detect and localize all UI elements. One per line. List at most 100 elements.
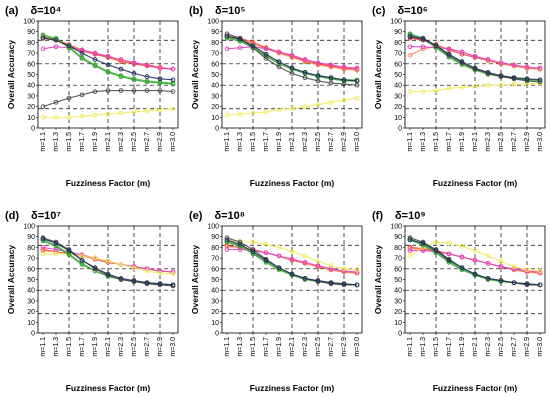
data-point	[53, 44, 59, 50]
data-point	[40, 236, 46, 242]
series-line	[43, 108, 174, 118]
data-point	[328, 99, 334, 105]
series-3	[407, 80, 543, 94]
series-line	[42, 90, 174, 108]
data-point	[224, 247, 230, 252]
panel-tag: (c)	[372, 5, 386, 17]
x-axis-title: Fuzziness Factor (m)	[250, 178, 335, 188]
y-tick-label: 60	[394, 266, 402, 273]
data-point	[485, 70, 491, 75]
x-tick-label: m=1.3	[53, 132, 60, 152]
x-tick-label: m=2.7	[511, 132, 518, 152]
y-tick-label: 90	[394, 234, 402, 241]
x-tick-label: m=1.3	[237, 132, 244, 152]
data-point	[328, 62, 334, 68]
data-point	[157, 107, 163, 113]
x-tick-label: m=2.1	[289, 337, 296, 357]
series-line	[409, 241, 541, 272]
y-tick-label: 30	[27, 298, 35, 305]
data-point	[79, 47, 85, 53]
x-tick-label: m=1.7	[79, 132, 86, 152]
y-tick-label: 90	[211, 29, 219, 36]
data-point	[131, 71, 137, 76]
data-point	[118, 276, 124, 281]
series-line	[410, 82, 541, 93]
panel-title: (b) δ=10⁵	[189, 5, 246, 17]
data-point	[485, 276, 491, 281]
data-point	[420, 89, 426, 94]
x-tick-label: m=2.1	[289, 132, 296, 152]
data-point	[407, 34, 413, 40]
data-point	[276, 245, 282, 250]
data-point	[131, 60, 137, 66]
y-tick-label: 60	[394, 61, 402, 68]
y-tick-label: 70	[394, 256, 402, 263]
x-tick-label: m=3.0	[537, 132, 544, 152]
panel-e: (e) δ=10⁸ 0 10 20 30 40 50 60 70 80 90 100 m=1.1 m=1.3…	[189, 210, 363, 393]
data-point	[407, 235, 413, 241]
x-tick-label: m=3.0	[537, 337, 544, 357]
data-point	[485, 261, 491, 266]
series-line	[410, 46, 541, 69]
data-point	[170, 106, 176, 112]
data-point	[407, 248, 413, 253]
y-axis-title: Overall Accuracy	[6, 40, 16, 109]
data-point	[498, 258, 504, 264]
y-tick-label: 100	[207, 224, 219, 231]
data-point	[276, 64, 282, 70]
data-point	[144, 79, 150, 85]
x-tick-label: m=2.5	[315, 337, 322, 357]
series-line	[226, 239, 358, 286]
x-tick-label: m=2.7	[328, 132, 335, 152]
panel-title: (d) δ=10⁷	[5, 210, 61, 222]
data-point	[92, 255, 98, 261]
x-tick-label: m=2.7	[328, 337, 335, 357]
y-tick-label: 40	[394, 288, 402, 295]
data-point	[459, 243, 465, 249]
data-point	[446, 86, 452, 91]
y-tick-label: 60	[211, 61, 219, 68]
data-point	[407, 44, 413, 50]
data-point	[433, 239, 439, 245]
data-point	[498, 73, 504, 78]
data-point	[511, 81, 517, 87]
series-6	[40, 88, 176, 109]
data-point	[472, 53, 478, 59]
data-point	[328, 75, 334, 81]
x-tick-label: m=1.1	[40, 337, 47, 357]
data-point	[131, 109, 137, 115]
y-tick-label: 80	[211, 40, 219, 47]
data-point	[472, 271, 478, 277]
data-point	[302, 70, 308, 75]
x-tick-label: m=2.7	[144, 337, 151, 357]
y-tick-label: 30	[211, 298, 219, 305]
data-point	[105, 88, 111, 93]
y-tick-label: 100	[23, 224, 35, 231]
x-tick-label: m=1.9	[459, 337, 466, 357]
x-tick-label: m=2.7	[144, 132, 151, 152]
y-tick-label: 20	[27, 104, 35, 111]
data-point	[302, 253, 308, 259]
data-point	[79, 50, 85, 56]
data-point	[157, 65, 163, 71]
panel-title: (c) δ=10⁶	[372, 5, 428, 17]
panel-delta-title: δ=10⁴	[30, 5, 61, 17]
x-tick-label: m=1.1	[40, 132, 47, 152]
data-point	[354, 267, 360, 273]
data-point	[459, 84, 465, 90]
y-tick-label: 20	[394, 104, 402, 111]
series-line	[410, 250, 541, 273]
data-point	[263, 56, 269, 61]
data-point	[459, 265, 465, 271]
panel-c: (c) δ=10⁶ 0 10 20 30 40 50 60 70 80 90 100 m=1.1 m=1.3…	[372, 5, 546, 188]
y-tick-label: 10	[211, 115, 219, 122]
data-point	[53, 243, 59, 249]
x-axis-title: Fuzziness Factor (m)	[250, 383, 335, 393]
data-point	[472, 65, 478, 71]
data-point	[420, 248, 426, 253]
x-tick-label: m=2.9	[341, 132, 348, 152]
data-point	[407, 89, 413, 94]
series-7	[407, 237, 543, 288]
x-tick-label: m=1.5	[250, 132, 257, 152]
data-point	[302, 57, 308, 62]
